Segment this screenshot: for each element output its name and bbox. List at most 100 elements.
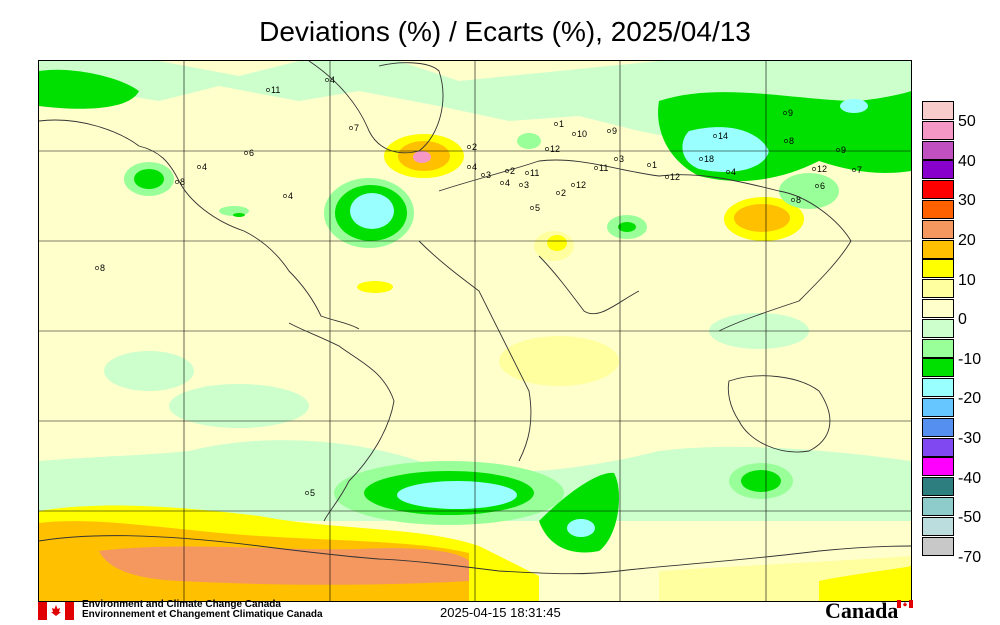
station-marker: 10 bbox=[572, 129, 587, 139]
svg-text:11: 11 bbox=[599, 163, 608, 173]
station-marker: 12 bbox=[665, 172, 680, 182]
station-marker: 8 bbox=[784, 136, 794, 146]
svg-text:11: 11 bbox=[271, 85, 280, 95]
legend-swatch bbox=[922, 417, 954, 437]
green-zone-japan bbox=[779, 173, 839, 209]
svg-text:18: 18 bbox=[704, 154, 714, 164]
station-marker: 2 bbox=[556, 188, 566, 198]
svg-text:4: 4 bbox=[202, 162, 207, 172]
legend-swatch bbox=[922, 160, 954, 180]
station-marker: 12 bbox=[812, 164, 827, 174]
green-patch-scandinavia bbox=[517, 133, 541, 149]
legend-label: 20 bbox=[958, 232, 976, 249]
svg-text:8: 8 bbox=[180, 177, 185, 187]
station-marker: 6 bbox=[244, 148, 254, 158]
legend-swatch bbox=[922, 279, 954, 299]
svg-text:8: 8 bbox=[789, 136, 794, 146]
deviation-map: 11 4 7 4 6 8 4 8 2 4 3 4 2 10 12 1 11 5 … bbox=[38, 60, 912, 602]
station-marker: 11 bbox=[594, 163, 608, 173]
legend-label: 50 bbox=[958, 113, 976, 130]
organization-name: Environment and Climate Change Canada En… bbox=[82, 599, 323, 620]
yellow-patch-atlantic-tropics bbox=[357, 281, 393, 293]
green-core-canada-west bbox=[134, 169, 164, 189]
orange-zone-east-asia bbox=[734, 204, 790, 232]
station-marker: 4 bbox=[726, 167, 736, 177]
station-marker: 4 bbox=[467, 162, 477, 172]
station-marker: 11 bbox=[266, 85, 280, 95]
station-marker: 1 bbox=[554, 119, 564, 129]
legend-swatch bbox=[922, 516, 954, 536]
legend-swatch bbox=[922, 378, 954, 398]
station-markers: 11 4 7 4 6 8 4 8 2 4 3 4 2 10 12 1 11 5 … bbox=[95, 75, 862, 498]
green-patch-alaska bbox=[39, 69, 139, 109]
svg-text:4: 4 bbox=[330, 75, 335, 85]
legend-swatch bbox=[922, 239, 954, 259]
station-marker: 9 bbox=[607, 126, 617, 136]
green-zone-south-pacific bbox=[104, 351, 194, 391]
legend-swatch bbox=[922, 180, 954, 200]
station-marker: 2 bbox=[467, 142, 477, 152]
legend-swatch bbox=[922, 318, 954, 338]
station-marker: 12 bbox=[545, 144, 560, 154]
svg-text:1: 1 bbox=[559, 119, 564, 129]
legend-swatch bbox=[922, 140, 954, 160]
wordmark-flag-icon bbox=[897, 600, 913, 608]
svg-text:12: 12 bbox=[670, 172, 680, 182]
cyan-core-south-indian bbox=[567, 519, 595, 537]
legend-swatch bbox=[922, 497, 954, 516]
svg-text:5: 5 bbox=[535, 203, 540, 213]
station-marker: 4 bbox=[197, 162, 207, 172]
legend-swatch bbox=[922, 299, 954, 318]
station-marker: 8 bbox=[175, 177, 185, 187]
svg-text:1: 1 bbox=[652, 160, 657, 170]
station-marker: 1 bbox=[647, 160, 657, 170]
legend-label: 30 bbox=[958, 192, 976, 209]
svg-text:6: 6 bbox=[249, 148, 254, 158]
station-marker: 9 bbox=[836, 145, 846, 155]
cyan-core-atlantic bbox=[350, 193, 394, 229]
svg-text:4: 4 bbox=[472, 162, 477, 172]
legend-label: 0 bbox=[958, 311, 967, 328]
legend-swatch bbox=[922, 437, 954, 457]
yellow-zone-africa bbox=[499, 336, 619, 386]
legend-label: -20 bbox=[958, 390, 982, 407]
yellow-core-antarctica-east bbox=[819, 566, 911, 601]
station-marker: 4 bbox=[500, 178, 510, 188]
svg-text:7: 7 bbox=[857, 165, 862, 175]
legend-label: -40 bbox=[958, 470, 982, 487]
graticule bbox=[39, 61, 911, 601]
legend-label: -10 bbox=[958, 351, 982, 368]
map-title: Deviations (%) / Ecarts (%), 2025/04/13 bbox=[259, 16, 751, 47]
legend-swatch bbox=[922, 338, 954, 358]
coastlines bbox=[39, 61, 911, 575]
generated-timestamp: 2025-04-15 18:31:45 bbox=[440, 605, 561, 620]
legend-label: -70 bbox=[958, 549, 982, 566]
svg-text:9: 9 bbox=[788, 108, 793, 118]
legend-swatch bbox=[922, 477, 954, 497]
svg-text:9: 9 bbox=[612, 126, 617, 136]
svg-text:11: 11 bbox=[530, 168, 539, 178]
green-core-us bbox=[233, 213, 245, 217]
green-zone-pacific-2 bbox=[169, 384, 309, 428]
legend-swatch bbox=[922, 200, 954, 219]
station-marker: 2 bbox=[505, 166, 515, 176]
station-marker: 12 bbox=[571, 180, 586, 190]
svg-text:2: 2 bbox=[472, 142, 477, 152]
legend-swatch bbox=[922, 219, 954, 239]
legend-swatch bbox=[922, 457, 954, 477]
station-marker: 4 bbox=[325, 75, 335, 85]
station-marker: 3 bbox=[481, 170, 491, 180]
pink-core-greenland-sea bbox=[413, 151, 431, 163]
yellow-core-arabia bbox=[547, 235, 567, 251]
legend-swatch bbox=[922, 398, 954, 417]
legend-swatch bbox=[922, 536, 954, 556]
svg-text:14: 14 bbox=[718, 131, 728, 141]
svg-text:8: 8 bbox=[100, 263, 105, 273]
svg-text:2: 2 bbox=[510, 166, 515, 176]
station-marker: 8 bbox=[791, 195, 801, 205]
svg-text:4: 4 bbox=[505, 178, 510, 188]
station-marker: 3 bbox=[519, 180, 529, 190]
svg-text:12: 12 bbox=[576, 180, 586, 190]
station-marker: 8 bbox=[95, 263, 105, 273]
legend-label: -50 bbox=[958, 509, 982, 526]
